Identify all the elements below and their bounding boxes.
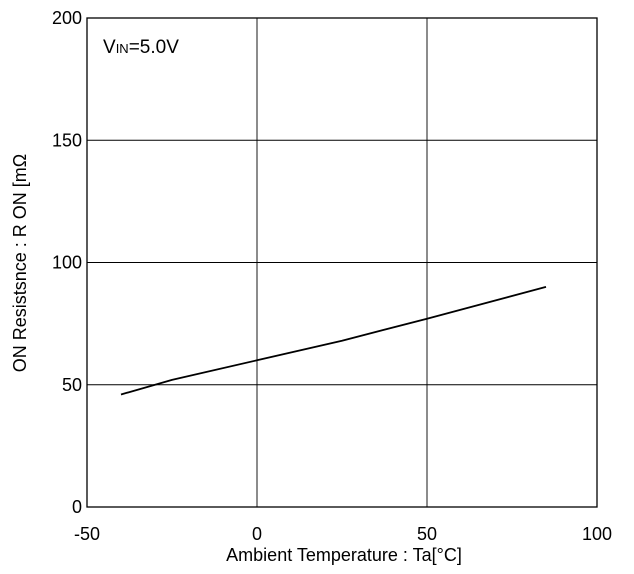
anno-subscript: IN xyxy=(116,41,129,56)
grid-layer xyxy=(87,18,597,507)
y-tick-label: 200 xyxy=(52,8,82,28)
x-tick-label: 100 xyxy=(582,524,612,544)
y-tick-label: 150 xyxy=(52,130,82,150)
x-axis-label: Ambient Temperature : Ta[°C] xyxy=(226,545,462,565)
x-tick-label: -50 xyxy=(74,524,100,544)
anno-prefix: V xyxy=(103,37,116,58)
series-layer xyxy=(120,286,547,396)
y-axis-label: ON Resistsnce : R ON [mΩ xyxy=(10,154,30,373)
anno-suffix: =5.0V xyxy=(129,37,180,58)
y-tick-label: 50 xyxy=(62,375,82,395)
series-line xyxy=(120,286,547,396)
tick-layer: -50 0 50 100 0 50 100 150 200 xyxy=(52,8,612,544)
x-tick-label: 0 xyxy=(252,524,262,544)
vin-annotation: VIN=5.0V xyxy=(103,37,179,58)
y-tick-label: 0 xyxy=(72,497,82,517)
plot-frame xyxy=(86,17,598,508)
x-tick-label: 50 xyxy=(417,524,437,544)
y-tick-label: 100 xyxy=(52,253,82,273)
